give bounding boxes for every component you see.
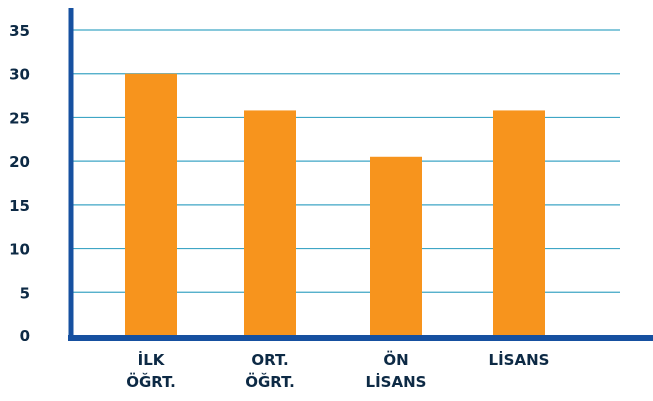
y-tick-label: 35 (9, 22, 30, 40)
x-axis-category-labels: İLK ÖĞRT. ORT. ÖĞRT. ÖN LİSANS LİSANS (126, 350, 549, 391)
x-category-label-line: İLK (138, 350, 166, 369)
x-category-label: ÖN LİSANS (366, 350, 427, 391)
bars (125, 73, 545, 336)
x-category-label: İLK ÖĞRT. (126, 350, 176, 391)
y-axis-tick-labels: 0 5 10 15 20 25 30 35 (9, 22, 30, 345)
bar (244, 110, 296, 336)
bar (493, 110, 545, 336)
bar (370, 156, 422, 336)
x-category-label: LİSANS (489, 350, 550, 369)
y-tick-label: 20 (9, 153, 30, 171)
bar (125, 73, 177, 336)
y-tick-label: 15 (9, 197, 30, 215)
x-category-label-line: ÖĞRT. (126, 372, 176, 391)
y-tick-label: 30 (9, 66, 30, 84)
x-category-label-line: LİSANS (489, 350, 550, 369)
x-category-label-line: ÖĞRT. (245, 372, 295, 391)
axes (68, 8, 653, 341)
y-tick-label: 0 (20, 327, 30, 345)
y-tick-label: 10 (9, 241, 30, 259)
x-category-label-line: ÖN (383, 350, 408, 369)
x-category-label-line: LİSANS (366, 372, 427, 391)
x-category-label: ORT. ÖĞRT. (245, 351, 295, 391)
y-tick-label: 5 (20, 284, 30, 302)
y-tick-label: 25 (9, 109, 30, 127)
x-category-label-line: ORT. (251, 351, 288, 369)
